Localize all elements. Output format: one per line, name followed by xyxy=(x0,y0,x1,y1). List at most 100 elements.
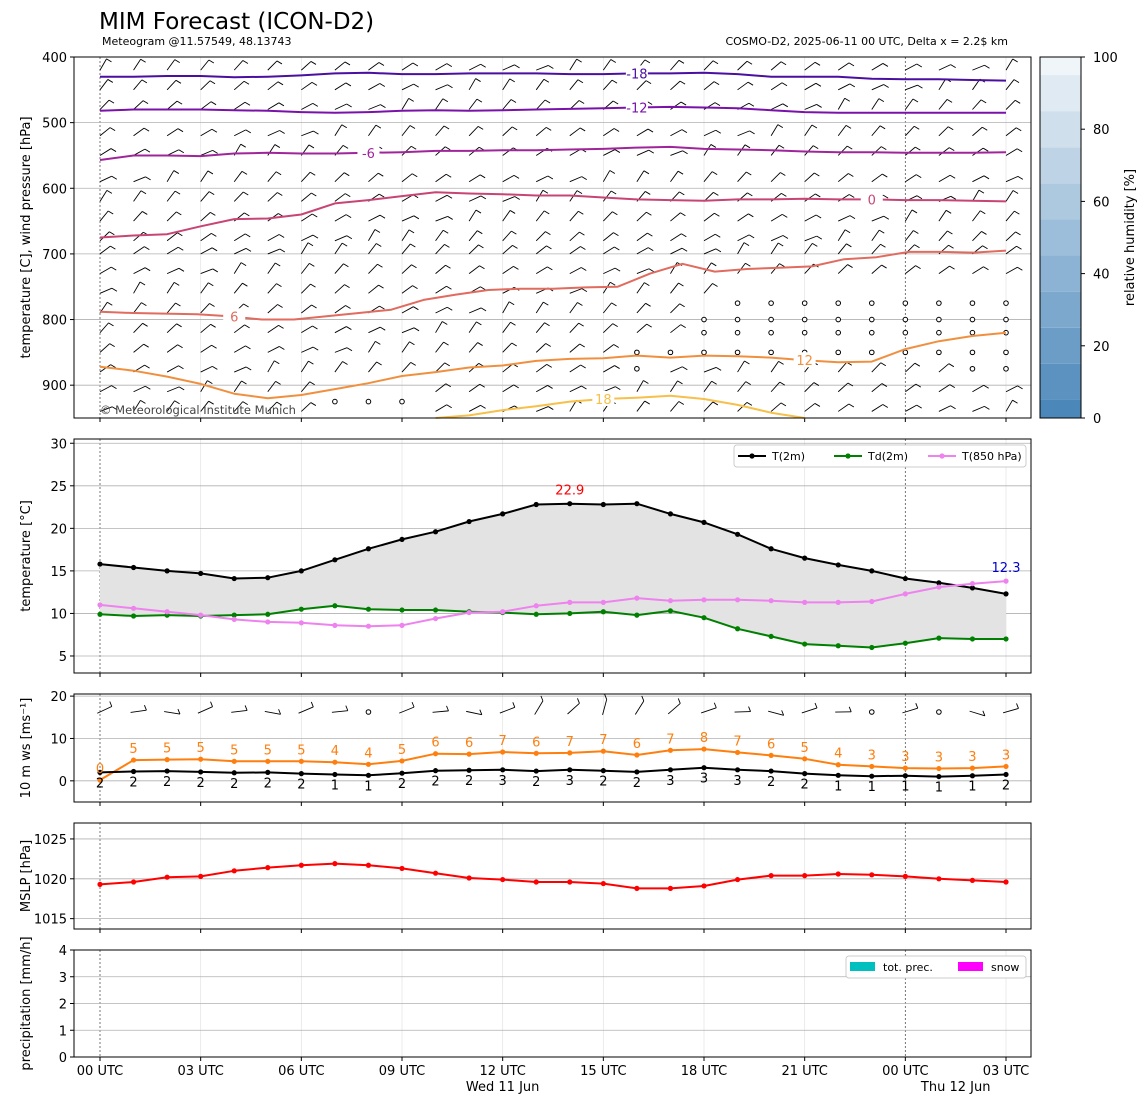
wind-barb-flag xyxy=(547,267,552,270)
data-point xyxy=(735,750,740,755)
wind-barb-flag xyxy=(782,83,787,86)
wind-barb-flag xyxy=(546,343,551,346)
wind-barb xyxy=(469,64,481,70)
wind-barb-flag xyxy=(144,128,149,131)
wind-barb xyxy=(167,101,177,109)
data-point xyxy=(668,598,673,603)
wind-barb-flag xyxy=(178,129,183,132)
mean-wind-label: 2 xyxy=(465,774,473,789)
wind-barb-flag xyxy=(612,80,617,83)
wind-barb xyxy=(503,148,514,156)
isotherm-line xyxy=(100,73,1006,81)
wind-barb-flag xyxy=(646,303,651,306)
y-tick-label: 10 xyxy=(50,732,67,747)
gust-label: 7 xyxy=(566,735,574,750)
wind-barb xyxy=(503,65,515,70)
wind-barb xyxy=(201,60,209,70)
wind-barb-flag xyxy=(347,236,352,239)
wind-barb-flag xyxy=(413,63,418,66)
wind-barb-flag xyxy=(713,61,718,64)
wind-barb-flag xyxy=(380,327,385,330)
wind-barb-flag xyxy=(913,99,918,102)
wind-barb xyxy=(301,243,308,254)
wind-barb xyxy=(637,248,648,254)
gust-label: 6 xyxy=(431,736,439,751)
gust-label: 7 xyxy=(499,734,507,749)
wind-barb-flag xyxy=(611,59,616,62)
wind-barb xyxy=(872,230,879,241)
wind-barb-flag xyxy=(847,146,852,149)
data-point xyxy=(332,623,337,628)
wind-barb-flag xyxy=(947,231,952,234)
wind-barb xyxy=(802,708,817,713)
wind-barb xyxy=(1006,400,1013,411)
wind-barb-flag xyxy=(513,266,518,269)
wind-barb xyxy=(500,707,515,713)
wind-barb xyxy=(670,381,677,392)
data-point xyxy=(668,748,673,753)
wind-barb xyxy=(670,401,678,411)
wind-barb xyxy=(301,361,308,372)
wind-barb-flag xyxy=(211,233,216,236)
wind-barb xyxy=(436,405,447,412)
data-point xyxy=(433,751,438,756)
wind-barb-flag xyxy=(749,235,754,238)
wind-barb-flag xyxy=(478,245,483,248)
wind-barb xyxy=(167,129,178,136)
wind-barb-flag xyxy=(610,282,615,285)
wind-barb-flag xyxy=(544,79,549,82)
wind-barb-flag xyxy=(479,266,484,269)
gust-label: 5 xyxy=(163,742,171,757)
data-point xyxy=(366,546,371,551)
wind-barb-flag xyxy=(1018,176,1023,179)
wind-barb xyxy=(368,215,380,221)
wind-barb xyxy=(134,101,144,110)
wind-barb-flag xyxy=(448,216,453,219)
wind-barb-flag xyxy=(614,128,619,131)
wind-barb-flag xyxy=(511,231,516,234)
wind-barb-flag xyxy=(211,702,213,707)
y-tick-label: 400 xyxy=(42,51,67,66)
data-point xyxy=(500,767,505,772)
wind-barb-flag xyxy=(310,172,315,175)
wind-barb-flag xyxy=(916,266,921,269)
wind-barb xyxy=(872,85,884,90)
wind-barb-flag xyxy=(410,244,415,247)
mean-wind-label: 2 xyxy=(197,776,205,791)
wind-barb xyxy=(301,263,309,273)
wind-barb-flag xyxy=(442,322,447,325)
data-point xyxy=(433,768,438,773)
data-point xyxy=(903,641,908,646)
y-tick-label: 25 xyxy=(50,480,67,495)
data-point xyxy=(534,603,539,608)
wind-barb-flag xyxy=(680,304,685,307)
mean-wind-label: 2 xyxy=(1002,778,1010,793)
wind-barb xyxy=(332,711,348,713)
wind-barb-flag xyxy=(880,244,885,247)
wind-barb xyxy=(368,125,375,136)
wind-barb xyxy=(1006,149,1017,156)
legend-label: snow xyxy=(991,961,1019,974)
wind-barb xyxy=(335,194,345,202)
data-point xyxy=(433,607,438,612)
wind-barb-flag xyxy=(781,403,786,406)
colorbar-tick-label: 100 xyxy=(1093,51,1118,66)
data-point xyxy=(903,766,908,771)
wind-barb-flag xyxy=(111,267,116,270)
wind-barb-flag xyxy=(279,103,284,106)
wind-barb-flag xyxy=(343,145,348,148)
wind-barb-flag xyxy=(448,85,453,88)
data-point xyxy=(399,771,404,776)
wind-barb xyxy=(838,63,849,70)
wind-barb xyxy=(201,269,213,274)
wind-barb-flag xyxy=(246,130,251,133)
wind-barb-flag xyxy=(682,367,687,370)
wind-barb-flag xyxy=(313,131,318,134)
wind-barb-flag xyxy=(107,59,112,62)
wind-barb-flag xyxy=(781,193,786,196)
wind-barb-flag xyxy=(347,104,352,107)
wind-barb xyxy=(872,265,882,274)
wind-barb xyxy=(738,235,750,241)
data-point xyxy=(232,770,237,775)
wind-barb xyxy=(131,710,147,712)
